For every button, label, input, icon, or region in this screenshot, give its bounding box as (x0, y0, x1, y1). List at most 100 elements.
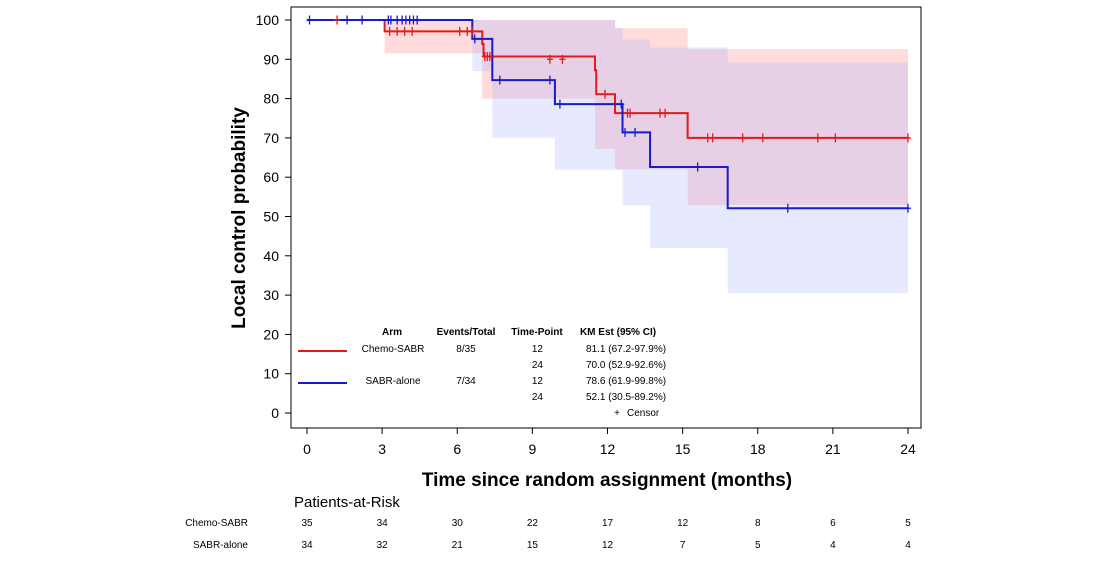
censor-mark-sabr-alone (306, 15, 313, 25)
censor-mark-chemo-sabr (334, 15, 341, 25)
y-axis-title: Local control probability (229, 107, 250, 329)
risk-count-sabr-alone: 7 (680, 540, 686, 551)
censor-mark-chemo-sabr (739, 133, 746, 143)
censor-mark-chemo-sabr (386, 26, 393, 36)
patients-at-risk-table: Patients-at-Risk Chemo-SABR SABR-alone 3… (185, 494, 911, 551)
censor-mark-sabr-alone (618, 99, 625, 109)
legend-header-events: Events/Total (437, 327, 496, 338)
risk-count-chemo-sabr: 34 (377, 518, 389, 529)
risk-row-label-chemo-sabr: Chemo-SABR (185, 518, 248, 529)
y-tick-label-30: 30 (263, 287, 279, 303)
legend-arm-chemo-sabr: Chemo-SABR (362, 344, 425, 355)
censor-mark-chemo-sabr (832, 133, 839, 143)
legend: Arm Events/Total Time-Point KM Est (95% … (298, 327, 666, 419)
censor-mark-chemo-sabr (905, 133, 911, 143)
censor-mark-sabr-alone (556, 99, 563, 109)
censor-mark-chemo-sabr (814, 133, 821, 143)
y-tick-label-0: 0 (271, 405, 279, 421)
censor-mark-sabr-alone (496, 75, 503, 85)
censor-mark-chemo-sabr (627, 108, 634, 118)
legend-events-chemo-sabr: 8/35 (456, 344, 476, 355)
legend-arm-sabr-alone: SABR-alone (365, 376, 420, 387)
y-tick-label-80: 80 (263, 91, 279, 107)
ci-band-sabr-alone (307, 20, 908, 294)
risk-count-sabr-alone: 32 (377, 540, 389, 551)
censor-mark-sabr-alone (632, 127, 639, 137)
x-tick-label-24: 24 (900, 441, 916, 457)
censor-mark-chemo-sabr (486, 52, 493, 62)
x-tick-label-18: 18 (750, 441, 766, 457)
x-tick-label-21: 21 (825, 441, 841, 457)
censor-marks (306, 15, 911, 213)
risk-count-chemo-sabr: 12 (677, 518, 689, 529)
risk-count-sabr-alone: 5 (755, 540, 761, 551)
legend-header-timepoint: Time-Point (511, 327, 563, 338)
plot-frame (290, 6, 922, 429)
risk-counts: 35 34 30 22 17 12 8 6 5 34 32 21 15 12 7 5 4 4 (301, 518, 911, 551)
censor-mark-chemo-sabr (704, 133, 711, 143)
legend-estimate-chemo-24: 70.0 (52.9-92.6%) (586, 360, 666, 371)
x-tick-label-9: 9 (528, 441, 536, 457)
y-tick-label-60: 60 (263, 169, 279, 185)
censor-mark-sabr-alone (694, 162, 701, 172)
km-curve-chemo-sabr (307, 19, 908, 139)
legend-events-sabr-alone: 7/34 (456, 376, 476, 387)
risk-count-chemo-sabr: 8 (755, 518, 761, 529)
risk-row-label-sabr-alone: SABR-alone (193, 540, 248, 551)
risk-count-sabr-alone: 34 (301, 540, 313, 551)
censor-mark-chemo-sabr (409, 26, 416, 36)
legend-timepoint-chemo-24: 24 (532, 360, 544, 371)
risk-count-sabr-alone: 12 (602, 540, 614, 551)
censor-mark-chemo-sabr (456, 26, 463, 36)
risk-table-title: Patients-at-Risk (294, 494, 400, 511)
censor-mark-chemo-sabr (464, 26, 471, 36)
censor-mark-sabr-alone (784, 203, 791, 213)
y-tick-label-70: 70 (263, 130, 279, 146)
censor-mark-chemo-sabr (601, 89, 608, 99)
censor-mark-sabr-alone (414, 15, 421, 25)
legend-timepoint-chemo-12: 12 (532, 344, 544, 355)
censor-mark-sabr-alone (394, 15, 401, 25)
y-tick-label-10: 10 (263, 366, 279, 382)
y-tick-label-20: 20 (263, 326, 279, 342)
risk-count-sabr-alone: 15 (527, 540, 539, 551)
censor-mark-chemo-sabr (546, 54, 553, 64)
legend-estimate-chemo-12: 81.1 (67.2-97.9%) (586, 344, 666, 355)
censor-mark-sabr-alone (546, 75, 553, 85)
legend-censor-symbol: + (614, 408, 620, 419)
censor-mark-sabr-alone (344, 15, 351, 25)
x-axis-title: Time since random assignment (months) (422, 470, 792, 491)
censor-mark-sabr-alone (905, 203, 911, 213)
risk-count-chemo-sabr: 6 (830, 518, 836, 529)
legend-timepoint-sabr-24: 24 (532, 392, 544, 403)
legend-estimate-sabr-12: 78.6 (61.9-99.8%) (586, 376, 666, 387)
axes: 0 10 20 30 40 50 60 70 80 90 100 0 3 6 9 12 15 18 21 24 (256, 12, 916, 457)
legend-estimate-sabr-24: 52.1 (30.5-89.2%) (586, 392, 666, 403)
legend-timepoint-sabr-12: 12 (532, 376, 544, 387)
confidence-bands (307, 20, 908, 294)
y-tick-label-40: 40 (263, 248, 279, 264)
censor-mark-sabr-alone (387, 15, 394, 25)
legend-header-km-est: KM Est (95% CI) (580, 327, 656, 338)
censor-mark-sabr-alone (359, 15, 366, 25)
censor-mark-chemo-sabr (469, 26, 476, 36)
censor-mark-chemo-sabr (394, 26, 401, 36)
censor-mark-chemo-sabr (759, 133, 766, 143)
risk-count-sabr-alone: 4 (905, 540, 911, 551)
x-tick-label-0: 0 (303, 441, 311, 457)
risk-count-chemo-sabr: 17 (602, 518, 614, 529)
x-tick-label-12: 12 (600, 441, 616, 457)
censor-mark-chemo-sabr (559, 54, 566, 64)
y-tick-label-90: 90 (263, 51, 279, 67)
x-tick-label-3: 3 (378, 441, 386, 457)
risk-count-chemo-sabr: 5 (905, 518, 911, 529)
x-tick-label-6: 6 (453, 441, 461, 457)
x-tick-label-15: 15 (675, 441, 691, 457)
risk-count-chemo-sabr: 30 (452, 518, 464, 529)
legend-censor-label: Censor (627, 408, 660, 419)
ci-band-chemo-sabr (307, 20, 908, 206)
y-tick-label-50: 50 (263, 209, 279, 225)
risk-count-chemo-sabr: 22 (527, 518, 539, 529)
censor-mark-chemo-sabr (662, 108, 669, 118)
